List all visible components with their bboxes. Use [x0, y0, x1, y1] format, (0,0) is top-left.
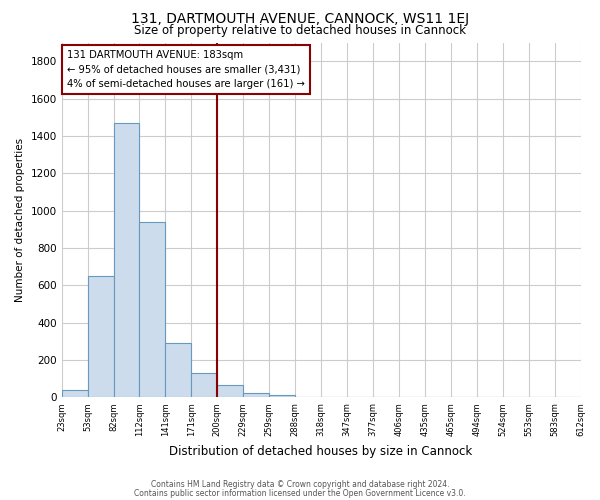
Bar	[139, 222, 166, 398]
Text: Contains public sector information licensed under the Open Government Licence v3: Contains public sector information licen…	[134, 488, 466, 498]
Text: Size of property relative to detached houses in Cannock: Size of property relative to detached ho…	[134, 24, 466, 37]
Text: 131, DARTMOUTH AVENUE, CANNOCK, WS11 1EJ: 131, DARTMOUTH AVENUE, CANNOCK, WS11 1EJ	[131, 12, 469, 26]
Bar	[113, 123, 139, 398]
Bar	[166, 343, 191, 398]
Bar	[269, 394, 295, 398]
Bar	[191, 373, 217, 398]
Y-axis label: Number of detached properties: Number of detached properties	[15, 138, 25, 302]
Bar	[88, 276, 113, 398]
Text: 131 DARTMOUTH AVENUE: 183sqm
← 95% of detached houses are smaller (3,431)
4% of : 131 DARTMOUTH AVENUE: 183sqm ← 95% of de…	[67, 50, 305, 89]
X-axis label: Distribution of detached houses by size in Cannock: Distribution of detached houses by size …	[169, 444, 473, 458]
Bar	[217, 385, 243, 398]
Bar	[62, 390, 88, 398]
Bar	[243, 392, 269, 398]
Text: Contains HM Land Registry data © Crown copyright and database right 2024.: Contains HM Land Registry data © Crown c…	[151, 480, 449, 489]
